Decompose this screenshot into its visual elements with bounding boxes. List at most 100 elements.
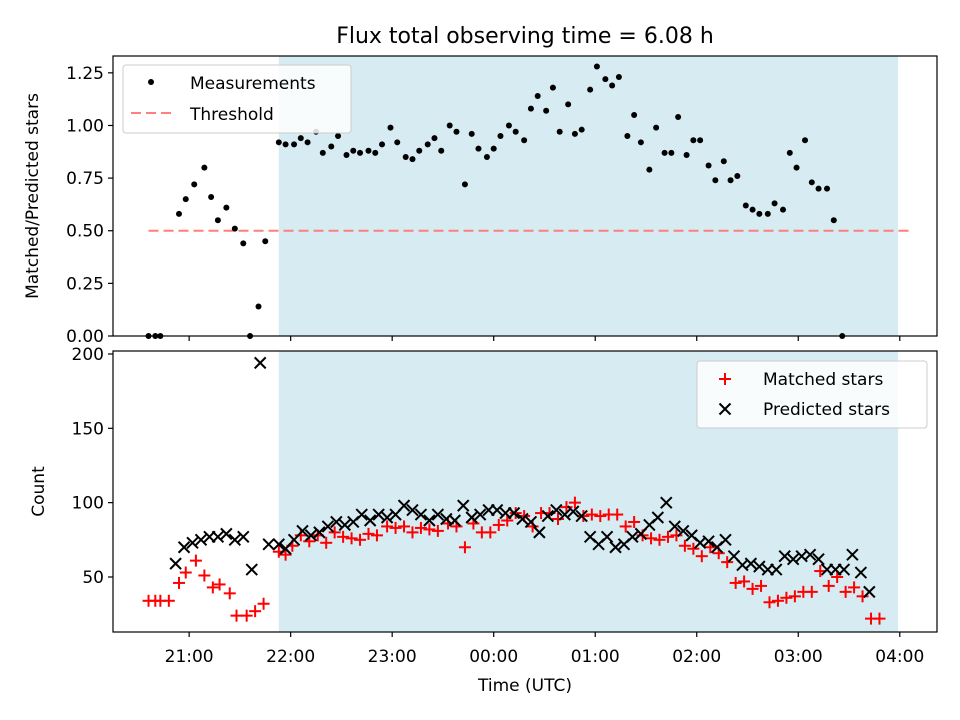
bottom-legend: Matched stars Predicted stars xyxy=(696,360,928,429)
predicted-star-point xyxy=(406,503,419,517)
matched-star-point xyxy=(848,581,861,594)
measurement-point xyxy=(201,164,208,171)
predicted-marker-b xyxy=(194,533,208,547)
predicted-marker-b xyxy=(863,585,876,599)
measurement-point xyxy=(468,130,475,137)
predicted-star-point xyxy=(863,585,876,599)
measurement-point xyxy=(343,151,350,158)
bottom-x-tick-label: 03:00 xyxy=(774,647,823,667)
predicted-marker-b xyxy=(431,508,445,521)
predicted-star-point xyxy=(575,509,588,523)
predicted-marker-b xyxy=(600,530,614,544)
matched-star-point xyxy=(695,550,708,563)
predicted-star-point xyxy=(541,509,555,523)
measurement-point xyxy=(824,185,831,192)
top-y-tick-label: 1.00 xyxy=(66,116,104,136)
top-y-axis-label: Matched/Predicted stars xyxy=(23,93,43,299)
predicted-marker-b xyxy=(550,503,563,517)
measurement-point xyxy=(637,139,644,146)
matched-star-point xyxy=(729,576,742,589)
measurement-point xyxy=(208,194,215,201)
predicted-star-point xyxy=(321,520,335,533)
bottom-x-tick-label: 01:00 xyxy=(571,647,620,667)
predicted-star-point xyxy=(253,356,267,370)
matched-star-point xyxy=(406,526,419,539)
predicted-star-point xyxy=(169,557,182,570)
predicted-star-point xyxy=(372,508,385,521)
measurement-point xyxy=(734,173,741,179)
predicted-marker-b xyxy=(575,509,588,523)
measurement-point xyxy=(357,149,364,156)
measurement-point xyxy=(690,137,697,144)
legend-predicted-label: Predicted stars xyxy=(763,400,890,420)
measurement-point xyxy=(335,133,342,139)
predicted-star-point xyxy=(473,508,487,521)
matched-star-point xyxy=(257,597,270,610)
predicted-star-point xyxy=(431,508,445,521)
measurement-point xyxy=(350,147,357,154)
bottom-y-tick-label: 200 xyxy=(72,345,104,365)
predicted-marker-b xyxy=(363,514,377,527)
predicted-marker-b xyxy=(660,496,673,509)
measurement-point xyxy=(319,149,326,156)
matched-star-point xyxy=(653,533,666,546)
predicted-marker-b xyxy=(304,529,318,542)
measurement-point xyxy=(438,147,445,154)
matched-star-point xyxy=(551,513,564,526)
measurement-point xyxy=(578,126,585,133)
predicted-marker-b xyxy=(186,536,199,550)
bottom-x-tick-label: 23:00 xyxy=(368,647,417,667)
predicted-star-point xyxy=(567,505,580,518)
measurement-point xyxy=(282,141,289,148)
predicted-star-point xyxy=(194,533,208,547)
measurement-point xyxy=(624,133,631,139)
legend-threshold-label: Threshold xyxy=(189,105,274,125)
measurement-point xyxy=(534,93,541,99)
measurement-point xyxy=(275,139,282,146)
predicted-star-point xyxy=(719,533,732,547)
matched-star-point xyxy=(414,521,427,534)
predicted-marker-b xyxy=(786,552,800,566)
bottom-y-ticks: 50 100 150 200 xyxy=(72,345,113,588)
predicted-star-point xyxy=(786,552,800,566)
measurement-point xyxy=(304,139,311,146)
top-y-tick-label: 1.25 xyxy=(66,64,104,84)
predicted-marker-b xyxy=(237,530,250,544)
measurement-point xyxy=(661,149,668,156)
matched-star-point xyxy=(873,612,886,625)
matched-star-point xyxy=(585,508,598,521)
predicted-marker-b xyxy=(272,538,286,551)
legend-predicted-marker xyxy=(718,402,732,416)
measurement-point xyxy=(490,145,497,152)
matched-star-point xyxy=(577,510,590,523)
measurement-point xyxy=(231,225,238,232)
bottom-axes-frame xyxy=(112,350,938,633)
bottom-y-axis-label: Count xyxy=(29,466,49,517)
predicted-star-point xyxy=(668,520,681,533)
matched-star-point xyxy=(206,581,219,594)
predicted-star-point xyxy=(448,514,461,527)
measurement-point xyxy=(240,240,247,247)
matched-star-point xyxy=(755,579,768,592)
predicted-marker-b xyxy=(651,511,665,524)
measurement-point xyxy=(727,177,734,184)
predicted-star-point xyxy=(330,515,343,529)
predicted-star-point xyxy=(211,530,225,544)
matched-star-point xyxy=(568,496,581,509)
predicted-marker-b xyxy=(770,563,783,576)
predicted-star-point xyxy=(423,514,436,527)
measurement-point xyxy=(749,206,756,213)
matched-star-point xyxy=(763,596,776,609)
predicted-star-point xyxy=(228,533,242,547)
predicted-marker-b xyxy=(338,518,352,532)
predicted-marker-b xyxy=(372,508,385,521)
measurement-point xyxy=(697,137,704,144)
measurement-point xyxy=(615,74,622,81)
matched-star-point xyxy=(431,524,444,537)
predicted-star-point xyxy=(524,515,538,529)
top-y-tick-label: 0.00 xyxy=(66,327,104,347)
measurement-point xyxy=(291,141,298,148)
matched-star-point xyxy=(492,518,505,531)
measurement-point xyxy=(182,196,189,203)
bottom-x-tick-label: 21:00 xyxy=(165,647,214,667)
